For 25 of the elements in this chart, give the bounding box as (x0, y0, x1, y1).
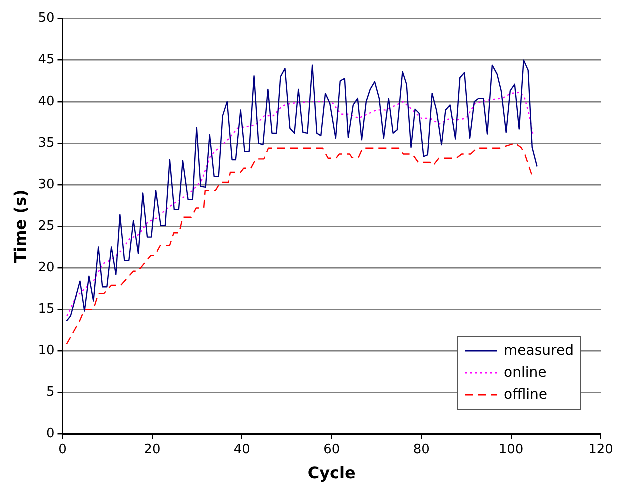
y-tick-label: 5 (46, 385, 55, 400)
x-tick-label: 120 (588, 442, 614, 458)
y-tick-label: 0 (46, 426, 55, 442)
legend-label: offline (504, 386, 548, 405)
y-tick-label: 50 (38, 11, 55, 26)
y-tick-label: 15 (38, 302, 55, 317)
x-tick-label: 60 (324, 442, 340, 458)
line-series (66, 92, 534, 317)
y-tick-label: 40 (38, 94, 55, 110)
x-tick-label: 0 (58, 442, 67, 458)
y-tick-label: 45 (38, 52, 55, 68)
y-tick-label: 20 (38, 260, 55, 276)
y-axis-title: Time (s) (10, 190, 30, 264)
y-tick-label: 25 (38, 218, 55, 234)
y-tick-label: 10 (38, 343, 55, 358)
legend-label: online (504, 364, 547, 383)
x-tick-label: 40 (234, 442, 250, 458)
x-axis-title: Cycle (308, 464, 356, 483)
x-tick-label: 100 (498, 442, 524, 458)
x-tick-label: 80 (413, 442, 430, 458)
line-series (66, 142, 534, 346)
y-tick-label: 30 (38, 177, 55, 192)
y-tick-label: 35 (38, 136, 55, 151)
legend-label: measured (504, 342, 574, 361)
x-tick-label: 20 (144, 442, 161, 458)
